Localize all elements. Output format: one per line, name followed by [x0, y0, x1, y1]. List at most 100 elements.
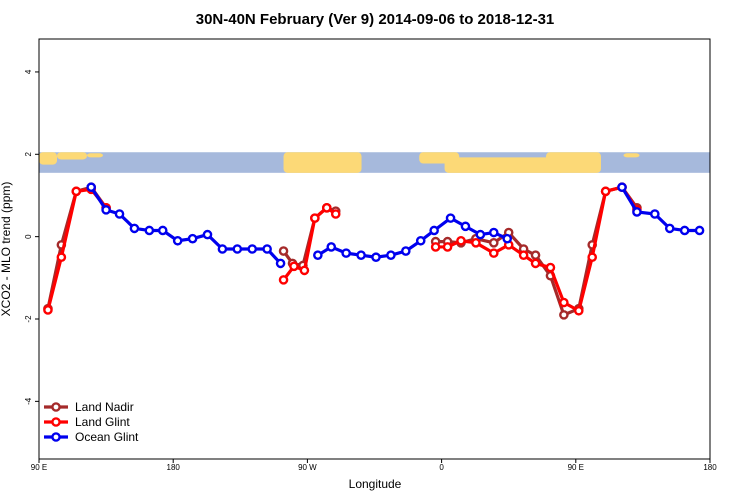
legend-label: Land Glint: [75, 415, 130, 429]
data-point: [278, 275, 289, 285]
data-point: [232, 244, 243, 254]
x-tick-label: 0: [439, 463, 444, 472]
data-point: [679, 225, 690, 236]
data-point: [530, 258, 541, 269]
series-line: [46, 185, 108, 310]
data-point: [313, 250, 323, 260]
data-point: [262, 244, 272, 254]
data-point: [310, 213, 320, 223]
data-point: [326, 242, 337, 252]
y-tick-label: -4: [24, 397, 33, 405]
legend-swatch-marker: [51, 417, 61, 427]
data-point: [157, 225, 168, 236]
data-point: [475, 229, 486, 240]
data-point: [187, 233, 198, 244]
map-land-asia-2: [545, 152, 601, 173]
series-line: [46, 187, 108, 311]
data-point: [56, 252, 67, 263]
data-point: [386, 250, 396, 260]
data-point: [114, 209, 125, 219]
series-line: [435, 185, 639, 313]
data-point: [518, 250, 529, 260]
data-point: [502, 233, 513, 244]
data-point: [43, 305, 53, 315]
data-point: [299, 265, 310, 276]
data-point: [488, 238, 499, 248]
data-point: [401, 246, 411, 256]
data-point: [429, 225, 439, 236]
data-point: [278, 246, 289, 256]
data-point: [600, 186, 611, 197]
chart-title: 30N-40N February (Ver 9) 2014-09-06 to 2…: [196, 11, 555, 28]
series-land-glint: [43, 182, 642, 316]
map-land-asia: [39, 152, 57, 165]
x-axis: 90 E 180 90 W 0 90 E 180: [31, 459, 717, 472]
data-point: [617, 182, 627, 193]
data-point: [530, 250, 541, 260]
data-point: [217, 244, 228, 254]
data-point: [129, 223, 140, 234]
data-point: [488, 227, 499, 238]
y-axis-title: XCO2 - MLO trend (ppm): [0, 182, 13, 317]
x-tick-label: 90 W: [298, 463, 317, 472]
y-tick-label: 2: [24, 152, 33, 157]
legend-swatch-marker: [51, 432, 61, 442]
map-land-asia-east: [57, 152, 87, 160]
data-point: [247, 244, 258, 254]
data-point: [445, 213, 456, 223]
map-ocean: [39, 152, 710, 173]
y-tick-label: 0: [24, 234, 33, 239]
data-point: [559, 310, 569, 320]
data-point: [341, 248, 351, 258]
data-point: [664, 223, 675, 234]
series-layer: [43, 182, 705, 320]
data-point: [694, 225, 705, 236]
data-point: [573, 305, 584, 316]
plot-frame: [38, 38, 711, 460]
data-point: [559, 297, 569, 308]
data-point: [632, 207, 642, 217]
data-point: [650, 209, 660, 219]
data-point: [371, 252, 381, 263]
data-point: [415, 235, 426, 246]
data-point: [86, 182, 96, 193]
data-point: [456, 235, 466, 246]
data-point: [202, 229, 213, 240]
map-land-north-america: [283, 152, 362, 173]
data-point: [289, 261, 299, 272]
data-point: [356, 250, 366, 260]
x-tick-label: 90 E: [568, 463, 584, 472]
world-map-band: [39, 152, 710, 173]
map-land-japan-2: [623, 153, 640, 158]
data-point: [275, 258, 286, 269]
legend-label: Land Nadir: [75, 400, 134, 414]
data-point: [460, 221, 471, 232]
data-point: [545, 262, 556, 273]
x-tick-label: 90 E: [31, 463, 47, 472]
data-point: [172, 235, 183, 246]
data-point: [144, 225, 155, 236]
legend-label: Ocean Glint: [75, 430, 139, 444]
map-land-japan: [87, 153, 103, 158]
data-point: [587, 252, 598, 263]
legend-swatch-marker: [51, 402, 61, 412]
data-point: [430, 242, 441, 252]
data-point: [101, 205, 111, 215]
y-axis: -4 -2 0 2 4: [24, 69, 39, 405]
x-tick-label: 180: [167, 463, 181, 472]
data-point: [442, 242, 453, 252]
x-tick-label: 180: [703, 463, 717, 472]
data-point: [71, 186, 82, 197]
y-tick-label: -2: [24, 315, 33, 323]
map-land-africa-middle-east: [444, 157, 565, 173]
y-tick-label: 4: [24, 69, 33, 74]
data-point: [321, 203, 332, 213]
data-point: [330, 209, 341, 219]
x-axis-title: Longitude: [349, 477, 402, 491]
data-point: [471, 238, 481, 248]
data-point: [488, 248, 499, 258]
series-ocean-glint: [86, 182, 705, 269]
